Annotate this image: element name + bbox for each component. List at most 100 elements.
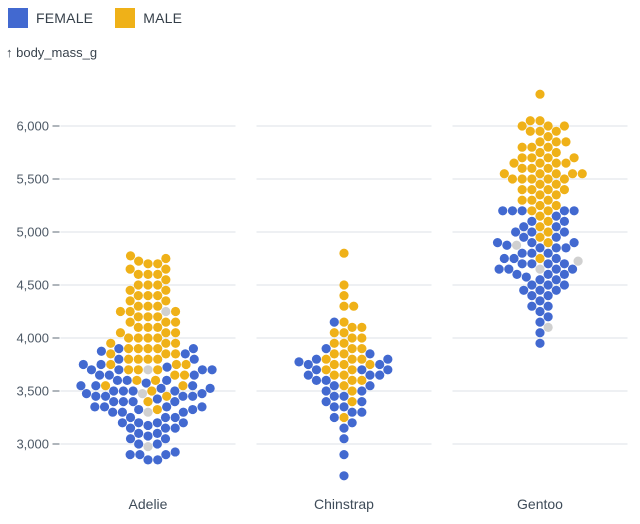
data-point (143, 280, 153, 290)
data-point (109, 386, 119, 396)
data-point (499, 169, 509, 179)
data-point (123, 333, 134, 343)
data-point (170, 328, 181, 338)
data-point (143, 407, 153, 417)
data-point (99, 402, 110, 412)
data-point (499, 253, 509, 264)
data-point (357, 407, 367, 417)
data-point (125, 412, 136, 423)
data-point (347, 386, 357, 396)
data-point (170, 370, 180, 380)
data-point (321, 375, 331, 385)
legend: FEMALE MALE (8, 8, 182, 28)
data-point (559, 269, 570, 279)
data-point (189, 370, 199, 380)
data-point (517, 259, 527, 269)
data-point (143, 269, 153, 279)
data-point (189, 354, 199, 364)
data-point (527, 259, 537, 269)
data-point (535, 306, 545, 317)
data-point (339, 381, 349, 391)
data-point (133, 312, 143, 322)
data-point (143, 365, 153, 375)
data-point (551, 222, 561, 232)
data-point (339, 317, 349, 327)
data-point (535, 296, 545, 306)
data-point (535, 158, 545, 168)
data-point (179, 370, 190, 380)
data-point (375, 370, 385, 380)
data-point (339, 391, 349, 401)
data-point (543, 206, 553, 216)
data-point (551, 285, 561, 295)
data-point (551, 275, 561, 285)
data-point (123, 344, 134, 354)
x-category-label: Adelie (129, 496, 168, 512)
data-point (78, 359, 88, 370)
data-point (100, 391, 111, 401)
data-point (543, 153, 553, 163)
data-point (153, 344, 163, 354)
data-point (178, 407, 188, 417)
data-point (170, 386, 180, 396)
data-point (347, 333, 357, 343)
data-point (115, 306, 126, 317)
data-point (543, 238, 553, 248)
data-point (383, 365, 393, 375)
data-point (134, 428, 144, 438)
y-tick-label: 4,500 (16, 278, 49, 293)
data-point (543, 301, 553, 311)
data-point (517, 121, 527, 131)
data-point (559, 259, 570, 269)
data-point (517, 153, 527, 163)
data-point (339, 359, 349, 370)
data-point (161, 349, 171, 359)
data-point (133, 365, 143, 375)
data-point (161, 264, 171, 274)
data-point (365, 359, 375, 370)
data-point (132, 375, 142, 385)
data-point (535, 89, 545, 99)
data-point (178, 391, 188, 401)
data-point (143, 455, 153, 465)
data-point (161, 296, 171, 306)
data-point (197, 365, 207, 375)
data-point (559, 121, 570, 131)
data-point (561, 243, 571, 253)
data-point (551, 190, 561, 200)
data-point (535, 137, 545, 147)
data-point (133, 344, 143, 354)
data-point (95, 370, 105, 380)
data-point (329, 412, 339, 423)
data-point (153, 280, 163, 290)
data-point (543, 248, 553, 258)
data-point (152, 418, 162, 428)
data-point (527, 280, 537, 290)
data-point (535, 264, 545, 274)
data-point (517, 195, 527, 205)
data-point (114, 365, 124, 375)
data-point (170, 349, 181, 359)
data-point (339, 248, 349, 258)
data-point (551, 137, 561, 147)
data-point (383, 354, 393, 364)
data-point (535, 200, 545, 211)
data-point (153, 259, 163, 269)
data-point (170, 306, 181, 317)
data-point (86, 365, 97, 375)
data-point (527, 227, 537, 237)
data-point (115, 328, 126, 338)
data-point (128, 397, 138, 407)
data-point (161, 450, 171, 460)
data-point (122, 375, 132, 385)
data-point (535, 232, 545, 242)
data-point (527, 206, 537, 216)
data-point (525, 126, 535, 136)
data-point (153, 312, 163, 322)
data-point (559, 206, 570, 216)
data-point (96, 346, 106, 356)
data-point (543, 174, 553, 184)
data-point (551, 253, 561, 264)
data-point (551, 158, 561, 168)
data-point (303, 370, 313, 380)
